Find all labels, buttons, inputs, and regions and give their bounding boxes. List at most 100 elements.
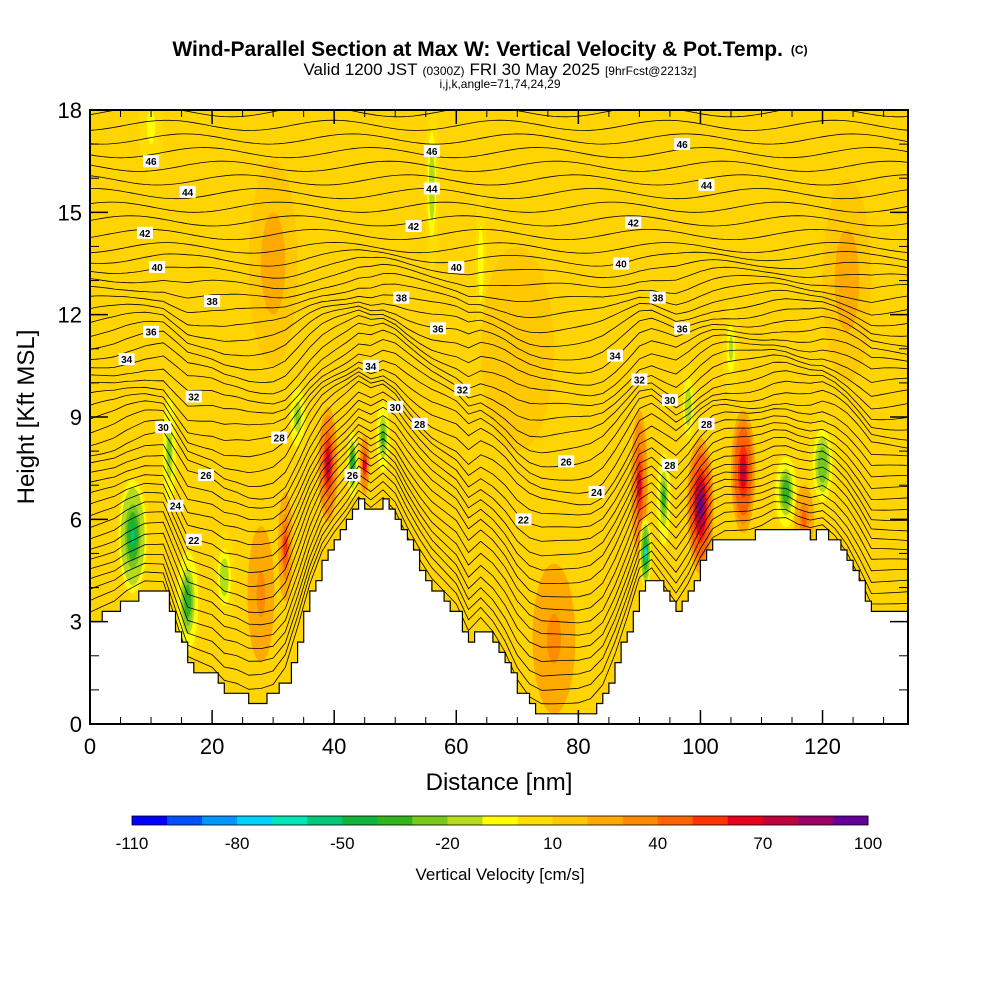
- theta-contours: [90, 93, 908, 705]
- theta-label-bg: [143, 155, 160, 168]
- theta-contour: [90, 305, 908, 361]
- theta-contour: [90, 289, 908, 334]
- colorbar-swatch: [622, 816, 659, 825]
- velocity-band: [326, 456, 331, 474]
- colorbar-swatch: [762, 816, 799, 825]
- y-tick-label: 12: [58, 303, 82, 328]
- colorbar-swatch: [657, 816, 694, 825]
- theta-contour: [90, 398, 908, 528]
- theta-label-bg: [558, 455, 575, 468]
- theta-label-text: 34: [121, 355, 133, 366]
- theta-label-bg: [136, 226, 153, 239]
- theta-contour: [90, 464, 908, 648]
- y-tick-label: 3: [70, 610, 82, 635]
- theta-contour: [90, 298, 908, 348]
- theta-contour: [90, 147, 908, 159]
- theta-label-bg: [204, 295, 221, 308]
- theta-contour: [90, 449, 908, 624]
- theta-contour: [90, 309, 908, 374]
- theta-label: 22: [185, 533, 202, 547]
- theta-label: 26: [344, 468, 361, 482]
- y-tick-label: 9: [70, 405, 82, 430]
- plot-area: 22 24 26 28 30 32 34 36 38 40 42 44 46 26 28 30 32 34 36 38…: [90, 93, 908, 724]
- theta-label-bg: [448, 260, 465, 273]
- chart-subtitle: Valid 1200 JST (0300Z) FRI 30 May 2025 [9hr…: [303, 60, 696, 79]
- theta-labels: 22 24 26 28 30 32 34 36 38 40 42 44 46 26 28 30 32 34 36 38…: [118, 138, 715, 547]
- theta-label-text: 36: [677, 324, 689, 335]
- theta-contour: [90, 489, 908, 691]
- theta-label: 36: [143, 325, 160, 339]
- theta-contour: [90, 391, 908, 516]
- velocity-band: [643, 549, 648, 558]
- theta-label-bg: [661, 393, 678, 406]
- x-tick-label: 100: [682, 734, 719, 759]
- theta-label: 42: [136, 226, 153, 240]
- theta-label: 32: [185, 390, 202, 404]
- theta-label: 44: [698, 179, 715, 192]
- theta-label-bg: [155, 421, 172, 434]
- theta-contour: [90, 415, 908, 557]
- theta-label: 40: [448, 260, 465, 274]
- theta-contour: [90, 367, 908, 468]
- theta-label-text: 40: [616, 260, 628, 271]
- theta-contour: [90, 160, 908, 172]
- colorbar-swatch: [692, 816, 729, 825]
- velocity-feature: [288, 379, 307, 455]
- theta-contour: [90, 93, 908, 103]
- theta-label: 22: [515, 513, 532, 526]
- theta-label-bg: [429, 322, 446, 335]
- theta-label: 36: [429, 322, 446, 335]
- colorbar-swatch: [517, 816, 554, 825]
- theta-label-bg: [454, 383, 471, 396]
- velocity-feature: [248, 161, 298, 366]
- y-tick-label: 6: [70, 507, 82, 532]
- theta-contour: [90, 315, 908, 386]
- theta-label-bg: [423, 182, 440, 195]
- theta-label-text: 28: [274, 433, 286, 444]
- velocity-feature: [679, 359, 697, 455]
- theta-label: 38: [204, 295, 221, 308]
- colorbar-tick-label: -50: [330, 834, 355, 853]
- theta-label-text: 34: [609, 352, 621, 363]
- theta-label: 28: [698, 417, 715, 431]
- theta-label-text: 44: [701, 181, 713, 192]
- theta-contour: [90, 360, 908, 454]
- theta-label-bg: [143, 325, 160, 338]
- colorbar-swatch: [342, 816, 378, 825]
- theta-label-text: 28: [664, 461, 676, 472]
- theta-label-text: 28: [414, 420, 426, 431]
- theta-contour: [90, 436, 908, 598]
- theta-contour: [90, 430, 908, 584]
- velocity-feature: [213, 529, 236, 626]
- velocity-band: [478, 244, 483, 283]
- colorbar-tick-label: -110: [116, 834, 149, 853]
- theta-label-bg: [387, 400, 404, 413]
- theta-label-bg: [698, 179, 715, 192]
- theta-label-text: 46: [426, 147, 438, 158]
- theta-label-text: 36: [432, 324, 444, 335]
- x-tick-label: 0: [84, 734, 96, 759]
- theta-label-bg: [167, 499, 184, 512]
- theta-contour: [90, 256, 908, 279]
- colorbar-swatch: [237, 816, 273, 825]
- theta-label-text: 40: [451, 263, 463, 274]
- theta-contour: [90, 119, 908, 131]
- colorbar-swatch: [412, 816, 448, 825]
- theta-label-bg: [179, 185, 196, 198]
- theta-label-bg: [271, 431, 288, 444]
- velocity-band: [167, 437, 172, 465]
- theta-label: 40: [149, 260, 166, 274]
- chart-title: Wind-Parallel Section at Max W: Vertical…: [172, 38, 807, 61]
- x-tick-label: 80: [566, 734, 590, 759]
- theta-label-text: 26: [200, 471, 212, 482]
- theta-label-bg: [674, 322, 691, 335]
- theta-label: 34: [362, 359, 379, 373]
- theta-label: 42: [405, 219, 422, 233]
- theta-contour: [90, 228, 908, 241]
- theta-contour: [90, 241, 908, 254]
- theta-contour: [90, 457, 908, 636]
- theta-contour: [90, 263, 908, 290]
- theta-label-text: 32: [188, 393, 200, 404]
- theta-label-text: 34: [365, 362, 377, 373]
